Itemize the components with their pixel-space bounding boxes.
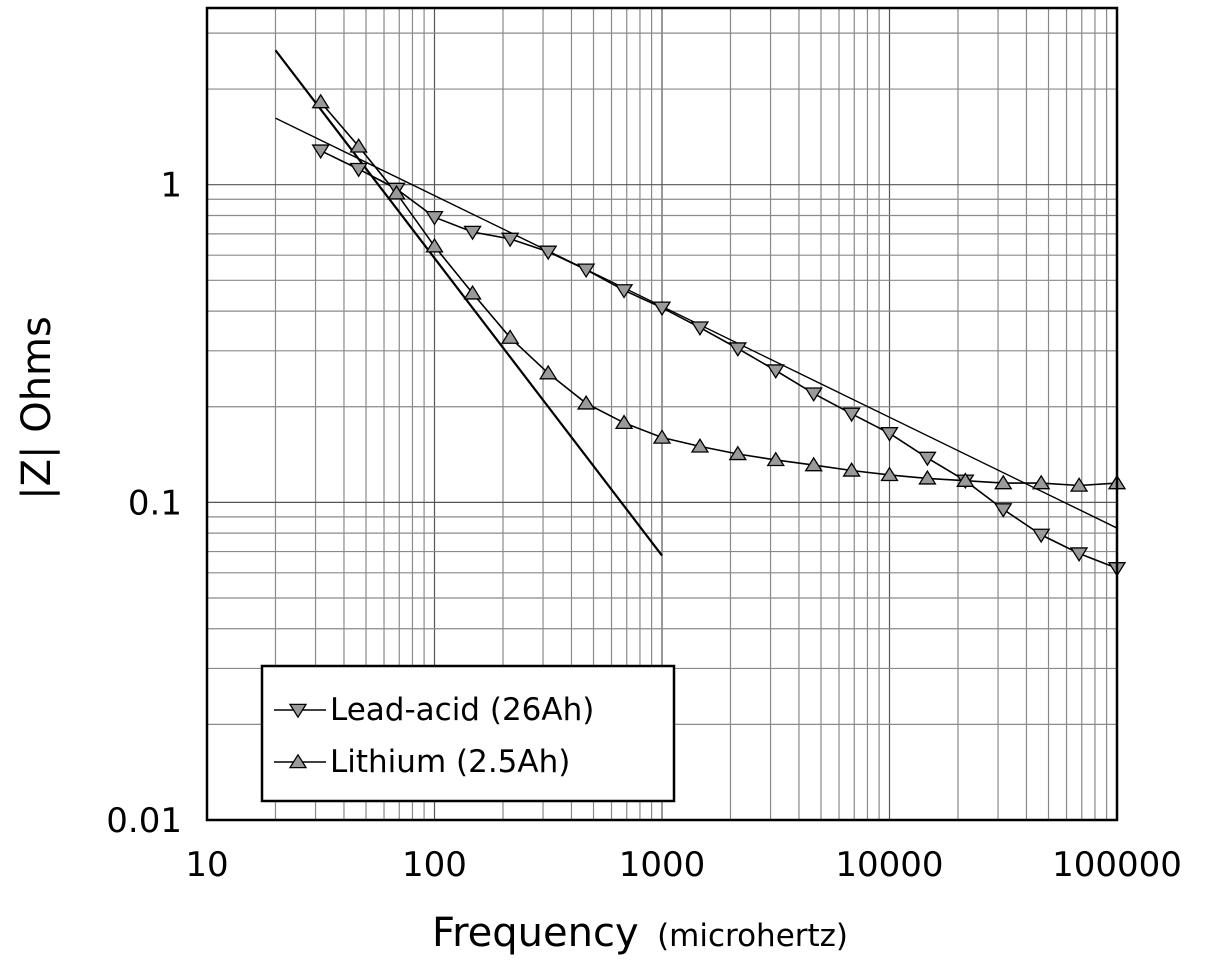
legend-entry-lithium: Lithium (2.5Ah) xyxy=(330,744,570,780)
data-point-lead-acid xyxy=(425,210,444,226)
data-point-lead-acid xyxy=(652,301,672,317)
data-point-lithium xyxy=(1031,474,1051,490)
data-point-lithium xyxy=(463,284,482,300)
data-point-lead-acid xyxy=(463,225,482,241)
y-tick-label: 1 xyxy=(160,166,182,206)
x-tick-label: 100 xyxy=(402,845,467,885)
data-point-lead-acid xyxy=(918,451,937,467)
data-point-lead-acid xyxy=(690,321,710,337)
data-point-lead-acid xyxy=(842,407,861,423)
data-point-lithium xyxy=(349,137,368,153)
data-point-lithium xyxy=(766,451,785,467)
data-point-lead-acid xyxy=(766,364,785,379)
x-axis-title: Frequency (microhertz) xyxy=(432,910,848,956)
x-tick-label: 10 xyxy=(185,845,228,885)
data-point-lithium xyxy=(918,469,937,485)
legend-swatches xyxy=(274,703,326,769)
data-point-lithium xyxy=(690,437,710,453)
data-point-lead-acid xyxy=(576,263,596,279)
y-axis-title: |Z| Ohms xyxy=(14,316,60,500)
legend: Lead-acid (26Ah) Lithium (2.5Ah) xyxy=(260,664,676,803)
y-tick-label: 0.01 xyxy=(106,801,182,841)
x-tick-label: 1000 xyxy=(619,845,706,885)
data-point-lithium xyxy=(728,445,747,461)
data-point-lead-acid xyxy=(614,284,634,299)
x-tick-label: 10000 xyxy=(835,845,943,885)
data-point-lead-acid xyxy=(500,232,520,248)
data-point-lead-acid xyxy=(728,342,747,357)
series-line-0 xyxy=(320,149,1118,570)
data-point-lead-acid xyxy=(311,144,330,160)
legend-swatch-marker xyxy=(288,753,308,769)
data-point-lithium xyxy=(880,466,899,482)
data-point-lithium xyxy=(842,462,861,477)
data-point-lithium xyxy=(614,414,634,430)
data-point-lead-acid xyxy=(804,387,823,403)
data-point-lithium xyxy=(652,429,672,444)
x-tick-label: 100000 xyxy=(1052,845,1182,885)
data-point-lithium xyxy=(1069,477,1089,492)
data-point-lithium xyxy=(539,364,558,380)
data-point-lithium xyxy=(387,184,406,200)
data-point-lithium xyxy=(804,456,823,472)
data-point-lithium xyxy=(576,394,596,410)
y-tick-label: 0.1 xyxy=(128,483,182,523)
legend-entry-lead-acid: Lead-acid (26Ah) xyxy=(330,692,594,728)
legend-box xyxy=(260,664,676,803)
data-point-lead-acid xyxy=(880,427,899,442)
series-markers xyxy=(311,93,1127,577)
x-tick-labels: 10 100 1000 10000 100000 xyxy=(185,845,1182,885)
data-point-lithium xyxy=(311,93,330,109)
data-point-lead-acid xyxy=(1069,547,1089,562)
data-point-lead-acid xyxy=(539,245,558,261)
data-point-lithium xyxy=(994,474,1013,490)
data-point-lead-acid xyxy=(349,162,368,178)
legend-swatch-marker xyxy=(288,703,308,719)
data-point-lead-acid xyxy=(1031,528,1051,544)
data-point-lead-acid xyxy=(994,503,1013,518)
data-point-lithium xyxy=(956,472,975,487)
y-tick-labels: 0.01 0.1 1 xyxy=(106,166,182,841)
fit-line-1 xyxy=(274,49,663,557)
data-point-lithium xyxy=(500,329,520,344)
fit-lines xyxy=(274,49,1118,557)
series-line-1 xyxy=(320,101,1118,487)
data-point-lithium xyxy=(425,237,444,253)
plot-frame xyxy=(205,6,1119,822)
series-lines xyxy=(320,101,1118,570)
